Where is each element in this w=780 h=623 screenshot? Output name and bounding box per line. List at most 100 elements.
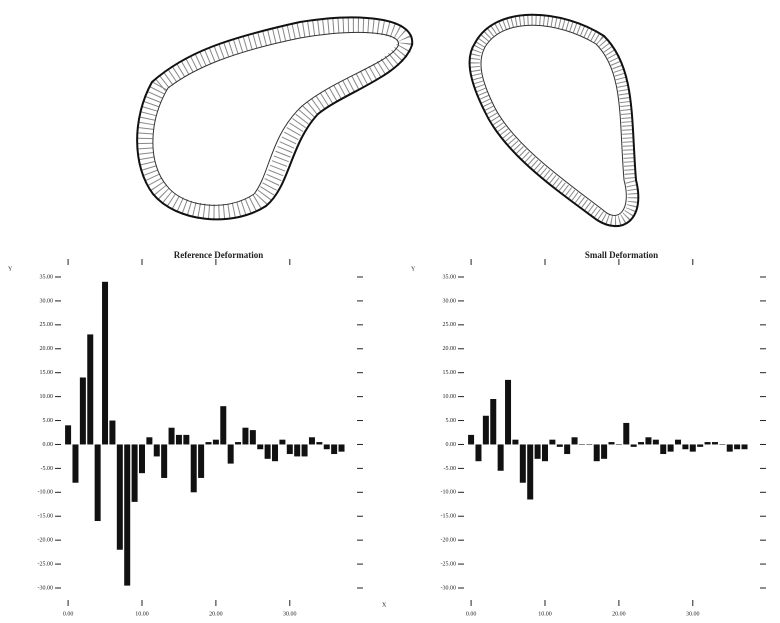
x-tick-label: 30.00	[686, 611, 700, 617]
bar	[212, 439, 219, 445]
y-tick-label: -10.00	[441, 490, 457, 496]
bar	[519, 444, 526, 483]
bar	[65, 425, 72, 445]
bar	[183, 434, 190, 445]
x-tick-label: 0.00	[466, 611, 477, 617]
y-tick-label: -10.00	[38, 490, 54, 496]
bar	[124, 444, 131, 586]
bar	[527, 444, 534, 500]
bar	[190, 444, 197, 493]
y-tick-label: -20.00	[38, 538, 54, 544]
bar	[586, 444, 593, 445]
bar	[286, 444, 293, 455]
x-tick-label: 0.00	[63, 611, 74, 617]
bar	[316, 442, 323, 445]
y-tick-label: 30.00	[443, 298, 457, 304]
chart-title: Reference Deformation	[174, 250, 264, 260]
y-tick-label: 35.00	[443, 274, 457, 280]
bar	[490, 399, 497, 445]
y-tick-label: 20.00	[40, 346, 54, 352]
bar	[264, 444, 271, 459]
bar	[556, 444, 563, 447]
bar	[697, 444, 704, 447]
bar	[601, 444, 608, 459]
x-tick-label: 10.00	[538, 611, 552, 617]
y-tick-label: 0.00	[43, 442, 54, 448]
y-tick-label: -30.00	[38, 585, 54, 591]
bar	[608, 442, 615, 445]
bar	[257, 444, 264, 450]
bar	[468, 434, 475, 445]
bar	[323, 444, 330, 450]
bar	[541, 444, 548, 462]
bar	[652, 439, 659, 445]
x-tick-label: 30.00	[283, 611, 297, 617]
bar	[689, 444, 696, 452]
bar	[719, 444, 726, 445]
bar	[94, 444, 101, 522]
bar	[242, 427, 249, 445]
bar	[682, 444, 689, 450]
bar	[623, 422, 630, 445]
hatching	[137, 17, 414, 221]
bar	[726, 444, 733, 452]
bar	[102, 281, 109, 445]
bar	[615, 444, 622, 445]
y-axis-label: Y	[8, 266, 13, 272]
bar	[272, 444, 279, 462]
bar	[198, 444, 205, 478]
inner-contour	[480, 24, 627, 216]
bar	[79, 377, 86, 445]
bar	[220, 406, 227, 445]
bar	[645, 437, 652, 445]
bar	[235, 442, 242, 445]
x-tick-label: 10.00	[135, 611, 149, 617]
small-shape	[468, 13, 640, 227]
bar	[630, 444, 637, 447]
y-tick-label: 10.00	[40, 394, 54, 400]
bar	[294, 444, 301, 457]
bar	[153, 444, 160, 457]
bar	[734, 444, 741, 450]
bar	[549, 439, 556, 445]
bar	[308, 437, 315, 445]
y-tick-label: 20.00	[443, 346, 457, 352]
bar	[338, 444, 345, 452]
y-tick-label: 5.00	[43, 418, 54, 424]
bar	[512, 439, 519, 445]
bar	[711, 442, 718, 445]
y-tick-label: -25.00	[38, 561, 54, 567]
y-tick-label: 35.00	[40, 274, 54, 280]
bar	[660, 444, 667, 455]
bar	[87, 334, 94, 445]
bar	[667, 444, 674, 452]
bar	[564, 444, 571, 455]
x-tick-label: 20.00	[612, 611, 626, 617]
bar	[482, 415, 489, 445]
bar	[578, 444, 585, 445]
hatching	[469, 15, 638, 226]
y-tick-label: -20.00	[441, 538, 457, 544]
bar	[168, 427, 175, 445]
y-tick-label: 25.00	[443, 322, 457, 328]
bar	[161, 444, 168, 478]
bar	[331, 444, 338, 455]
y-tick-label: 15.00	[40, 370, 54, 376]
bar	[175, 434, 182, 445]
bar	[146, 437, 153, 445]
x-tick-label: 20.00	[209, 611, 223, 617]
y-tick-label: -5.00	[41, 466, 54, 472]
inner-contour	[152, 31, 399, 206]
y-tick-label: 25.00	[40, 322, 54, 328]
bar	[475, 444, 482, 462]
y-tick-label: 0.00	[446, 442, 457, 448]
bar	[675, 439, 682, 445]
y-tick-label: -5.00	[444, 466, 457, 472]
y-tick-label: 10.00	[443, 394, 457, 400]
bar	[301, 444, 308, 457]
bar	[138, 444, 145, 474]
bar	[72, 444, 79, 483]
y-axis-label: Y	[411, 266, 416, 272]
y-tick-label: 15.00	[443, 370, 457, 376]
